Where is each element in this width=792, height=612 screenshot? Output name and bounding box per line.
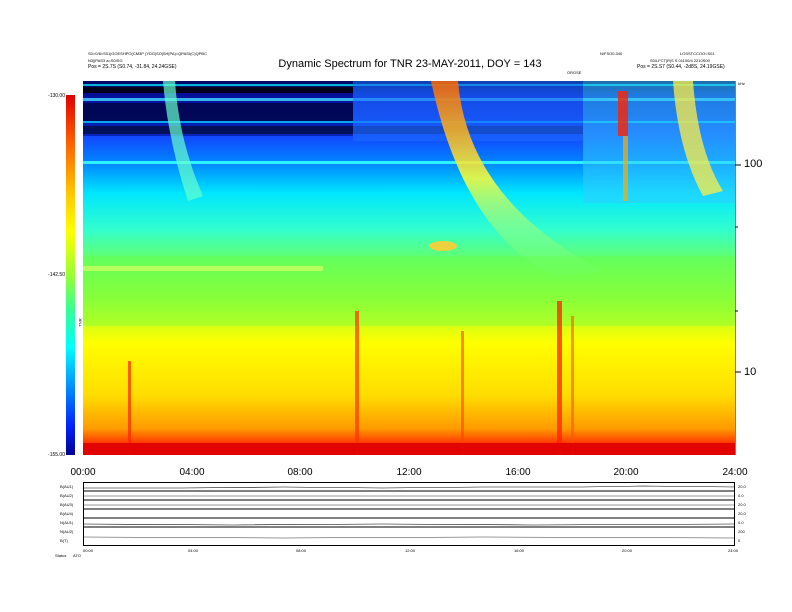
sub-label-3: B(AU3): [60, 502, 74, 507]
x-tick-0000: 00:00: [70, 467, 96, 478]
sub-label-1: B(AU1): [60, 484, 74, 489]
y-tick-100: 100: [744, 158, 763, 170]
sub-label-7: B(T): [60, 538, 68, 543]
sub-rtick-7: 0: [738, 538, 741, 543]
sub-rtick-6: 200: [738, 529, 745, 534]
header-right-line1: LOSSTCCOO=S01: [680, 51, 715, 56]
header-right-line2: S0/LFCT|R|S S 01100/4 2210S00: [650, 58, 710, 63]
spectrogram: [83, 81, 735, 455]
colorbar-tick-top: -130.00: [48, 93, 65, 99]
colorbar: [66, 95, 75, 455]
sub-rtick-1: 20.0: [738, 484, 746, 489]
x-tick-2000: 20:00: [613, 467, 639, 478]
header-left-line1: S0=0/8=S01|GOESHPO(CM3P (YDG|SO|SH|PA)=Q…: [88, 51, 207, 56]
footer-label: Status: [55, 553, 67, 558]
subpanels: [83, 482, 735, 546]
sub-label-6: N(AU2): [60, 529, 74, 534]
header-left-line2: N3||PAS3 a=S0/SG: [88, 58, 123, 63]
sub-x-tick-1: 04:00: [188, 548, 199, 553]
sub-rtick-4: 20.0: [738, 511, 746, 516]
sub-rtick-2: 0.0: [738, 493, 744, 498]
x-tick-1600: 16:00: [505, 467, 531, 478]
colorbar-label: TNR: [77, 318, 83, 327]
sub-x-tick-0: 00:00: [83, 548, 94, 553]
header-mid-right: N/FSO0.340: [600, 51, 623, 56]
y-tick-10: 10: [744, 366, 757, 378]
sub-rtick-5: 0.0: [738, 520, 744, 525]
sub-label-4: B(AU4): [60, 511, 74, 516]
colorbar-tick-mid: -142.50: [48, 272, 65, 278]
colorbar-tick-bottom: -155.00: [48, 452, 65, 458]
sub-x-tick-6: 24:00: [728, 548, 739, 553]
header-right-line3: Pos = 2S.S7 (S0.44, -2d8S, 24.19GSE): [637, 64, 725, 70]
sub-label-2: B(AU2): [60, 493, 74, 498]
sub-x-tick-3: 12:00: [405, 548, 416, 553]
sub-x-tick-4: 16:00: [514, 548, 525, 553]
sub-label-5: N(AU1): [60, 520, 74, 525]
sub-x-tick-2: 08:00: [296, 548, 307, 553]
sub-x-tick-5: 20:00: [622, 548, 633, 553]
x-tick-0400: 04:00: [179, 467, 205, 478]
header-marker: ORGSE: [567, 70, 582, 75]
x-tick-2400: 24:00: [722, 467, 748, 478]
header-left-line3: Pos = 2S.7S (S0.74, -31.84, 24.24GSE): [88, 64, 177, 70]
footer-value: ATO: [73, 553, 81, 558]
right-axis: [735, 81, 741, 455]
y-top-label: kHz: [738, 81, 745, 86]
x-tick-1200: 12:00: [396, 467, 422, 478]
sub-rtick-3: 20.0: [738, 502, 746, 507]
chart-title: Dynamic Spectrum for TNR 23-MAY-2011, DO…: [278, 58, 542, 70]
x-tick-0800: 08:00: [287, 467, 313, 478]
